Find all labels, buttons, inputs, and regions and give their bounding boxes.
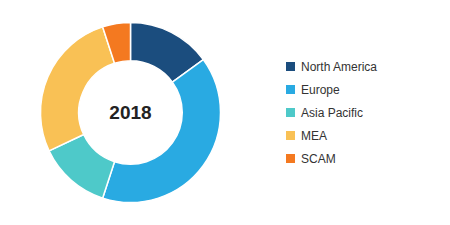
svg-text:2018: 2018 — [109, 102, 151, 123]
svg-text:SCAM: SCAM — [301, 152, 336, 166]
svg-text:North America: North America — [301, 60, 377, 74]
svg-text:Europe: Europe — [301, 83, 340, 97]
svg-text:Asia Pacific: Asia Pacific — [301, 106, 363, 120]
svg-text:MEA: MEA — [301, 129, 327, 143]
